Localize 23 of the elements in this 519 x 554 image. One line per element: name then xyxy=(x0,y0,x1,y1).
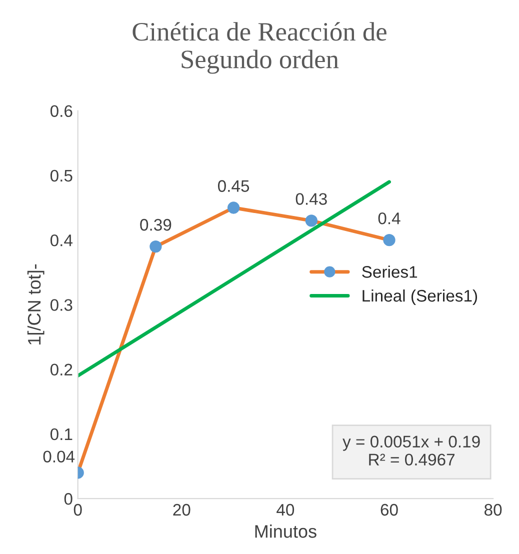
y-tick-label: 0.3 xyxy=(50,299,72,311)
data-label: 0.39 xyxy=(140,218,172,231)
x-tick-label: 40 xyxy=(276,504,294,516)
y-tick-label: 0.1 xyxy=(50,428,72,440)
x-tick-label: 60 xyxy=(380,504,398,516)
legend-label: Series1 xyxy=(362,266,418,278)
chart-title: Cinética de Reacción de Segundo orden xyxy=(132,22,386,74)
y-tick-label: 0.5 xyxy=(50,170,72,182)
y-tick-label: 0.2 xyxy=(50,364,72,376)
y-tick-label: 0.6 xyxy=(50,105,72,118)
y-tick-label: 0.4 xyxy=(50,234,73,246)
x-tick-label: 80 xyxy=(484,504,502,516)
data-label: 0.43 xyxy=(296,193,327,205)
legend-label: Lineal (Series1) xyxy=(362,289,478,306)
data-label: 0.04 xyxy=(43,450,75,463)
x-axis-title: Minutos xyxy=(255,524,316,538)
x-tick-label: 20 xyxy=(173,504,190,516)
y-tick-label: 0 xyxy=(64,493,72,505)
data-label: 0.45 xyxy=(218,180,250,192)
y-axis-title: 1[/CN tot]- xyxy=(27,264,44,344)
data-label: 0.4 xyxy=(378,212,400,224)
x-tick-label: 0 xyxy=(74,504,82,516)
annotation: y = 0.0051x + 0.19 R² = 0.4967 xyxy=(342,436,480,466)
